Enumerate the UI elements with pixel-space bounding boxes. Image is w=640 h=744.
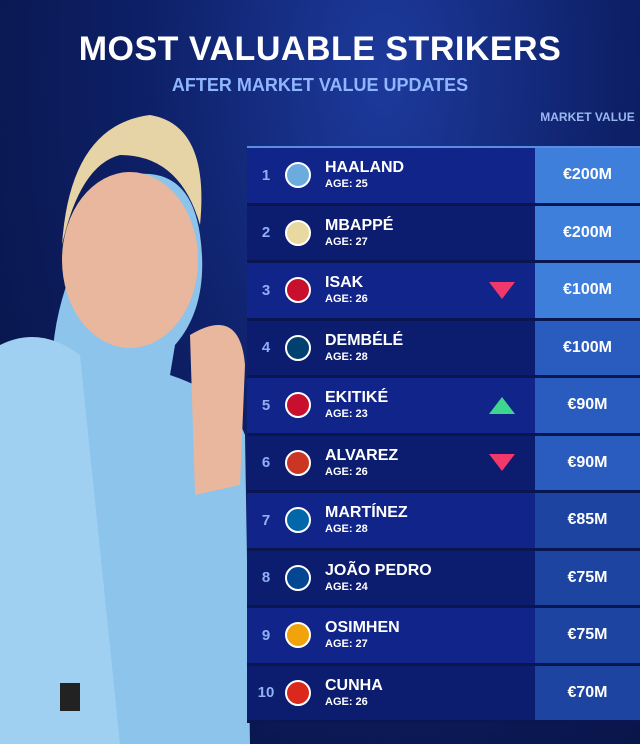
- man-utd-crest-icon: [285, 679, 311, 706]
- chelsea-crest-icon: [285, 564, 311, 591]
- table-row: 6 ALVAREZ AGE: 26 €90M: [247, 435, 640, 493]
- player-name: ISAK: [325, 274, 364, 292]
- market-value: €75M: [535, 550, 640, 605]
- rank: 5: [261, 396, 271, 414]
- player-age: AGE: 28: [325, 523, 368, 536]
- player-name: MBAPPÉ: [325, 216, 394, 234]
- player-cell: 3 ISAK AGE: 26: [247, 263, 535, 318]
- rank: 2: [261, 224, 271, 242]
- player-age: AGE: 28: [325, 350, 368, 363]
- liverpool-crest-icon: [285, 392, 311, 419]
- market-value: €70M: [535, 665, 640, 720]
- galatasaray-crest-icon: [285, 622, 311, 649]
- man-city-crest-icon: [285, 162, 311, 189]
- player-age: AGE: 26: [325, 465, 368, 478]
- market-value: €100M: [535, 263, 640, 318]
- table-row: 3 ISAK AGE: 26 €100M: [247, 263, 640, 321]
- player-name: HAALAND: [325, 159, 405, 177]
- player-name: OSIMHEN: [325, 619, 400, 637]
- player-name: MARTÍNEZ: [325, 504, 408, 522]
- market-value: €200M: [535, 205, 640, 260]
- market-value: €85M: [535, 493, 640, 548]
- atletico-crest-icon: [285, 449, 311, 476]
- player-cell: 2 MBAPPÉ AGE: 27: [247, 205, 535, 260]
- player-cell: 5 EKITIKÉ AGE: 23: [247, 378, 535, 433]
- rank: 9: [261, 626, 271, 644]
- real-madrid-crest-icon: [285, 219, 311, 246]
- player-name: DEMBÉLÉ: [325, 331, 404, 349]
- player-name: JOÃO PEDRO: [325, 561, 432, 579]
- table-row: 4 DEMBÉLÉ AGE: 28 €100M: [247, 320, 640, 378]
- rank: 1: [261, 166, 271, 184]
- market-value: €90M: [535, 435, 640, 490]
- rank: 8: [261, 569, 271, 587]
- player-age: AGE: 27: [325, 638, 368, 651]
- player-age: AGE: 25: [325, 178, 368, 191]
- table-row: 5 EKITIKÉ AGE: 23 €90M: [247, 378, 640, 436]
- table-row: 2 MBAPPÉ AGE: 27 €200M: [247, 205, 640, 263]
- rank: 6: [261, 454, 271, 472]
- inter-crest-icon: [285, 507, 311, 534]
- player-age: AGE: 23: [325, 408, 368, 421]
- page-subtitle: AFTER MARKET VALUE UPDATES: [171, 75, 469, 95]
- player-cell: 10 CUNHA AGE: 26: [247, 665, 535, 720]
- player-cell: 8 JOÃO PEDRO AGE: 24: [247, 550, 535, 605]
- rankings-table: 1 HAALAND AGE: 25 €200M 2 MBAPPÉ AGE: 27…: [247, 146, 640, 723]
- market-value: €200M: [535, 148, 640, 203]
- player-name: CUNHA: [325, 676, 383, 694]
- player-age: AGE: 27: [325, 235, 368, 248]
- rank: 7: [261, 511, 271, 529]
- player-age: AGE: 26: [325, 695, 368, 708]
- market-value-header: MARKET VALUE: [540, 110, 635, 124]
- player-name: ALVAREZ: [325, 446, 399, 464]
- liverpool-crest-icon: [285, 277, 311, 304]
- market-value: €100M: [535, 320, 640, 375]
- trend-down-icon: [489, 281, 515, 299]
- rank: 3: [261, 281, 271, 299]
- player-name: EKITIKÉ: [325, 389, 389, 407]
- player-cell: 4 DEMBÉLÉ AGE: 28: [247, 320, 535, 375]
- table-row: 8 JOÃO PEDRO AGE: 24 €75M: [247, 550, 640, 608]
- table-row: 1 HAALAND AGE: 25 €200M: [247, 148, 640, 206]
- page-title: MOST VALUABLE STRIKERS: [78, 30, 562, 68]
- player-cell: 9 OSIMHEN AGE: 27: [247, 608, 535, 663]
- player-cell: 6 ALVAREZ AGE: 26: [247, 435, 535, 490]
- rank: 10: [257, 684, 275, 702]
- player-cell: 1 HAALAND AGE: 25: [247, 148, 535, 203]
- market-value: €75M: [535, 608, 640, 663]
- player-cell: 7 MARTÍNEZ AGE: 28: [247, 493, 535, 548]
- player-age: AGE: 24: [325, 580, 368, 593]
- table-row: 9 OSIMHEN AGE: 27 €75M: [247, 608, 640, 666]
- player-age: AGE: 26: [325, 293, 368, 306]
- table-row: 10 CUNHA AGE: 26 €70M: [247, 665, 640, 723]
- trend-up-icon: [489, 396, 515, 414]
- rank: 4: [261, 339, 271, 357]
- player-photo: [0, 115, 250, 744]
- market-value: €90M: [535, 378, 640, 433]
- table-row: 7 MARTÍNEZ AGE: 28 €85M: [247, 493, 640, 551]
- trend-down-icon: [489, 454, 515, 472]
- psg-crest-icon: [285, 334, 311, 361]
